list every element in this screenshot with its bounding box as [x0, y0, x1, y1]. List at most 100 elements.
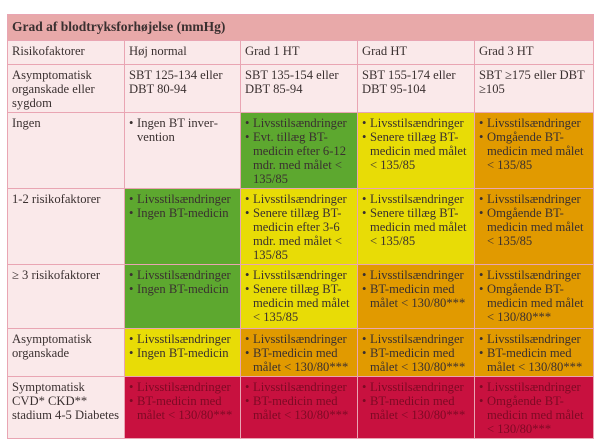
recommendation-list: LivsstilsændringerBT-medicin med målet <…: [362, 268, 470, 310]
recommendation-item: BT-medicin med målet < 130/80***: [362, 394, 470, 422]
recommendation-list: LivsstilsændringerBT-medicin med målet <…: [479, 332, 589, 374]
title-row: Grad af blodtryksforhøjelse (mmHg): [6, 14, 595, 41]
recommendation-cell: LivsstilsændringerOmgående BT-medicin me…: [473, 264, 595, 329]
recommendation-item: Senere tillæg BT-medicin med målet < 135…: [362, 130, 470, 172]
risk-factor-label: Ingen: [7, 112, 125, 189]
recommendation-item: Livsstilsændringer: [362, 116, 470, 130]
recommendation-cell: LivsstilsændringerSenere tillæg BT-medic…: [357, 112, 475, 189]
recommendation-list: LivsstilsændringerOmgående BT-medicin me…: [479, 380, 589, 436]
header-row: Risikofaktorer Høj normal Grad 1 HT Grad HT…: [7, 40, 595, 65]
recommendation-cell: LivsstilsændringerIngen BT-medicin: [124, 264, 241, 329]
recommendation-item: Omgående BT-medicin med målet < 130/80**…: [479, 394, 589, 436]
recommendation-list: LivsstilsændringerEvt. tillæg BT-medicin…: [245, 116, 353, 186]
recommendation-cell: LivsstilsændringerSenere tillæg BT-medic…: [240, 264, 358, 329]
recommendation-item: Livsstilsændringer: [129, 332, 236, 346]
recommendation-list: LivsstilsændringerOmgående BT-medicin me…: [479, 116, 589, 172]
recommendation-item: Omgående BT-medicin med målet < 130/80**…: [479, 282, 589, 324]
recommendation-item: Livsstilsændringer: [129, 192, 236, 206]
recommendation-list: LivsstilsændringerIngen BT-medicin: [129, 192, 236, 220]
risk-factor-label: 1-2 risikofaktorer: [7, 188, 125, 265]
ranges-cell: SBT 135-154 eller DBT 85-94: [240, 64, 358, 113]
recommendation-item: Livsstilsændringer: [479, 380, 589, 394]
recommendation-list: LivsstilsændringerBT-medicin med målet <…: [245, 332, 353, 374]
recommendation-cell: LivsstilsændringerBT-medicin med målet <…: [357, 376, 475, 439]
recommendation-list: LivsstilsændringerSenere tillæg BT-medic…: [362, 192, 470, 248]
risk-factor-label: Asymptomatisk organskade: [7, 328, 125, 377]
recommendation-item: Senere tillæg BT-medicin med målet < 135…: [245, 282, 353, 324]
header-cell: Grad 1 HT: [240, 40, 358, 65]
recommendation-item: Livsstilsændringer: [245, 192, 353, 206]
table-row: 1-2 risikofaktorerLivsstilsændringerInge…: [7, 188, 595, 265]
recommendation-item: Livsstilsændringer: [245, 332, 353, 346]
ranges-row: Asymptomatisk organskade eller sygdom SBT…: [7, 64, 595, 113]
ranges-cell: SBT 125-134 eller DBT 80-94: [124, 64, 241, 113]
recommendation-list: LivsstilsændringerBT-medicin med målet <…: [129, 380, 236, 422]
recommendation-item: Ingen BT-medicin: [129, 346, 236, 360]
header-cell: Risikofaktorer: [7, 40, 125, 65]
recommendation-list: LivsstilsændringerSenere tillæg BT-medic…: [245, 268, 353, 324]
ranges-cell: SBT 155-174 eller DBT 95-104: [357, 64, 475, 113]
recommendation-cell: LivsstilsændringerBT-medicin med målet <…: [357, 328, 475, 377]
recommendation-item: Livsstilsændringer: [129, 380, 236, 394]
recommendation-item: Livsstilsændringer: [245, 116, 353, 130]
recommendation-item: Livsstilsændringer: [479, 268, 589, 282]
recommendation-list: Ingen BT inver­vention: [129, 116, 236, 144]
ranges-cell: Asymptomatisk organskade eller sygdom: [7, 64, 125, 113]
recommendation-cell: LivsstilsændringerBT-medicin med målet <…: [357, 264, 475, 329]
recommendation-list: LivsstilsændringerOmgående BT-medicin me…: [479, 192, 589, 248]
hypertension-treatment-table: Grad af blodtryksforhøjelse (mmHg) Risik…: [6, 14, 595, 439]
recommendation-cell: LivsstilsændringerIngen BT-medicin: [124, 188, 241, 265]
recommendation-item: Evt. tillæg BT-medicin efter 6-12 mdr. m…: [245, 130, 353, 186]
recommendation-item: BT-medicin med målet < 130/80***: [129, 394, 236, 422]
recommendation-cell: LivsstilsændringerOmgående BT-medicin me…: [473, 112, 595, 189]
recommendation-cell: LivsstilsændringerIngen BT-medicin: [124, 328, 241, 377]
recommendation-cell: LivsstilsændringerSenere tillæg BT-medic…: [240, 188, 358, 265]
recommendation-cell: LivsstilsændringerSenere tillæg BT-medic…: [357, 188, 475, 265]
recommendation-item: BT-medicin med målet < 130/80***: [245, 394, 353, 422]
recommendation-item: Ingen BT-medicin: [129, 206, 236, 220]
recommendation-cell: LivsstilsændringerOmgående BT-medicin me…: [473, 376, 595, 439]
recommendation-item: Ingen BT-medicin: [129, 282, 236, 296]
recommendation-item: Livsstilsændringer: [362, 332, 470, 346]
risk-factor-label: ≥ 3 risikofaktorer: [7, 264, 125, 329]
recommendation-list: LivsstilsændringerBT-medicin med målet <…: [362, 332, 470, 374]
recommendation-item: Omgående BT-medicin med målet < 135/85: [479, 130, 589, 172]
recommendation-item: BT-medicin med målet < 130/80***: [245, 346, 353, 374]
recommendation-list: LivsstilsændringerBT-medicin med målet <…: [362, 380, 470, 422]
recommendation-cell: Ingen BT inver­vention: [124, 112, 241, 189]
recommendation-cell: LivsstilsændringerBT-medicin med målet <…: [124, 376, 241, 439]
recommendation-list: LivsstilsændringerIngen BT-medicin: [129, 332, 236, 360]
recommendation-cell: LivsstilsændringerBT-medicin med målet <…: [240, 376, 358, 439]
recommendation-item: Livsstilsændringer: [479, 332, 589, 346]
recommendation-item: Ingen BT inver­vention: [129, 116, 236, 144]
recommendation-list: LivsstilsændringerBT-medicin med målet <…: [245, 380, 353, 422]
table-title: Grad af blodtryksforhøjelse (mmHg): [6, 14, 595, 41]
recommendation-cell: LivsstilsændringerBT-medicin med målet <…: [240, 328, 358, 377]
ranges-cell: SBT ≥175 eller DBT ≥105: [473, 64, 595, 113]
recommendation-list: LivsstilsændringerSenere tillæg BT-medic…: [245, 192, 353, 262]
table-row: Asymptomatisk organskadeLivsstilsændring…: [7, 328, 595, 377]
recommendation-item: BT-medicin med målet < 130/80***: [362, 346, 470, 374]
recommendation-item: Livsstilsændringer: [479, 192, 589, 206]
recommendation-item: Livsstilsændringer: [245, 380, 353, 394]
recommendation-item: Omgående BT-medicin med målet < 135/85: [479, 206, 589, 248]
header-cell: Grad 3 HT: [473, 40, 595, 65]
header-cell: Grad HT: [357, 40, 475, 65]
recommendation-cell: LivsstilsændringerBT-medicin med målet <…: [473, 328, 595, 377]
recommendation-list: LivsstilsændringerSenere tillæg BT-medic…: [362, 116, 470, 172]
table-row: Symptomatisk CVD* CKD** stadium 4-5 Diab…: [7, 376, 595, 439]
recommendation-list: LivsstilsændringerIngen BT-medicin: [129, 268, 236, 296]
risk-factor-label: Symptomatisk CVD* CKD** stadium 4-5 Diab…: [7, 376, 125, 439]
recommendation-item: Livsstilsændringer: [129, 268, 236, 282]
recommendation-item: Livsstilsændringer: [362, 192, 470, 206]
recommendation-item: Senere tillæg BT-medicin med målet < 135…: [362, 206, 470, 248]
table-row: IngenIngen BT inver­vention Livsstilsændr…: [7, 112, 595, 189]
recommendation-item: BT-medicin med målet < 130/80***: [362, 282, 470, 310]
header-cell: Høj normal: [124, 40, 241, 65]
recommendation-cell: LivsstilsændringerOmgående BT-medicin me…: [473, 188, 595, 265]
recommendation-item: Livsstilsændringer: [479, 116, 589, 130]
recommendation-cell: LivsstilsændringerEvt. tillæg BT-medicin…: [240, 112, 358, 189]
recommendation-item: Livsstilsændringer: [362, 380, 470, 394]
recommendation-item: BT-medicin med målet < 130/80***: [479, 346, 589, 374]
table-row: ≥ 3 risikofaktorerLivsstilsændringerInge…: [7, 264, 595, 329]
